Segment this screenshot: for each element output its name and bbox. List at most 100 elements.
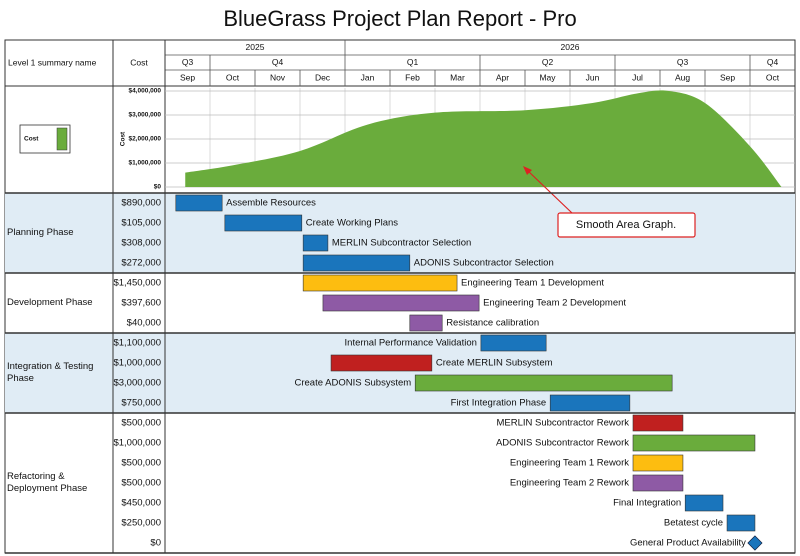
month-label: Sep: [720, 72, 735, 82]
month-label: Jun: [586, 72, 600, 82]
task-cost: $308,000: [121, 238, 161, 249]
phase-name: Development Phase: [7, 297, 93, 308]
cost-column-header: Cost: [130, 57, 148, 67]
task-cost: $450,000: [121, 498, 161, 509]
callout-text: Smooth Area Graph.: [576, 219, 676, 231]
task-bar: [414, 374, 673, 392]
task-cost: $250,000: [121, 518, 161, 529]
task-bar: [302, 234, 329, 252]
task-bar: [224, 214, 303, 232]
quarter-label: Q4: [767, 57, 779, 67]
legend-label: Cost: [24, 136, 39, 143]
task-bar: [322, 294, 480, 312]
task-cost: $1,100,000: [113, 338, 161, 349]
phase-cell: Development Phase: [7, 297, 93, 308]
month-label: Jan: [361, 72, 375, 82]
y-tick-label: $2,000,000: [128, 136, 161, 143]
task-bar: [302, 254, 411, 272]
task-cost: $40,000: [127, 318, 161, 329]
task-label: First Integration Phase: [451, 398, 547, 409]
task-label: Engineering Team 1 Development: [461, 278, 604, 289]
phase-cell: Integration & Testing Phase: [7, 361, 94, 384]
phase-name: Refactoring & Deployment Phase: [7, 471, 88, 494]
task-label: Engineering Team 2 Rework: [510, 478, 629, 489]
task-label: Create Working Plans: [306, 218, 398, 229]
month-label: Mar: [450, 72, 465, 82]
phase-name: Integration & Testing Phase: [7, 361, 94, 384]
task-bar: [726, 514, 756, 532]
y-tick-label: $4,000,000: [128, 88, 161, 95]
year-label: 2026: [561, 42, 580, 52]
task-cost: $272,000: [121, 258, 161, 269]
milestone: [747, 535, 763, 551]
phase-name: Planning Phase: [7, 227, 74, 238]
task-label: Create ADONIS Subsystem: [295, 378, 412, 389]
task-bar: [302, 274, 458, 292]
callout-arrow: [526, 169, 573, 214]
quarter-label: Q2: [542, 57, 554, 67]
year-label: 2025: [246, 42, 265, 52]
task-bar: [632, 434, 756, 452]
area: [185, 90, 782, 187]
task-bar: [632, 454, 684, 472]
month-label: Feb: [405, 72, 420, 82]
phase-cell: Refactoring & Deployment Phase: [7, 471, 88, 494]
task-label: Internal Performance Validation: [345, 338, 477, 349]
task-cost: $3,000,000: [113, 378, 161, 389]
phase-cell: Planning Phase: [7, 227, 74, 238]
month-label: Oct: [766, 72, 780, 82]
month-label: Jul: [632, 72, 643, 82]
task-label: Final Integration: [613, 498, 681, 509]
month-label: Apr: [496, 72, 509, 82]
quarter-label: Q3: [182, 57, 194, 67]
summary-column-header: Level 1 summary name: [8, 57, 97, 67]
task-cost: $397,600: [121, 298, 161, 309]
quarter-label: Q1: [407, 57, 419, 67]
task-cost: $1,000,000: [113, 438, 161, 449]
y-tick-label: $3,000,000: [128, 112, 161, 119]
task-bar: [480, 334, 547, 352]
legend-swatch: [56, 127, 68, 151]
task-cost: $500,000: [121, 478, 161, 489]
task-label: ADONIS Subcontractor Rework: [496, 438, 629, 449]
y-axis-label: Cost: [120, 131, 127, 146]
report-title: BlueGrass Project Plan Report - Pro: [223, 6, 576, 31]
task-bar: [175, 194, 223, 212]
task-label: Engineering Team 2 Development: [483, 298, 626, 309]
month-label: Oct: [226, 72, 240, 82]
task-bar: [632, 414, 684, 432]
callout-arrowhead: [523, 166, 532, 175]
y-tick-label: $1,000,000: [128, 160, 161, 167]
task-label: Assemble Resources: [226, 198, 316, 209]
month-label: Nov: [270, 72, 286, 82]
task-bar: [330, 354, 433, 372]
task-label: Create MERLIN Subsystem: [436, 358, 553, 369]
task-bar: [409, 314, 443, 332]
task-bar: [632, 474, 684, 492]
task-label: Engineering Team 1 Rework: [510, 458, 629, 469]
task-cost: $750,000: [121, 398, 161, 409]
task-cost: $0: [150, 538, 161, 549]
month-label: Sep: [180, 72, 195, 82]
task-label: MERLIN Subcontractor Selection: [332, 238, 471, 249]
callout-box: [557, 212, 696, 238]
task-label: Resistance calibration: [446, 318, 539, 329]
task-cost: $500,000: [121, 458, 161, 469]
quarter-label: Q3: [677, 57, 689, 67]
task-label: ADONIS Subcontractor Selection: [414, 258, 554, 269]
quarter-label: Q4: [272, 57, 284, 67]
month-label: May: [539, 72, 556, 82]
task-bar: [549, 394, 631, 412]
task-cost: $1,450,000: [113, 278, 161, 289]
task-label: General Product Availability: [630, 538, 746, 549]
task-cost: $500,000: [121, 418, 161, 429]
task-cost: $890,000: [121, 198, 161, 209]
month-label: Aug: [675, 72, 690, 82]
task-cost: $105,000: [121, 218, 161, 229]
task-label: Betatest cycle: [664, 518, 723, 529]
y-tick-label: $0: [154, 184, 162, 191]
task-cost: $1,000,000: [113, 358, 161, 369]
task-bar: [684, 494, 724, 512]
month-label: Dec: [315, 72, 331, 82]
